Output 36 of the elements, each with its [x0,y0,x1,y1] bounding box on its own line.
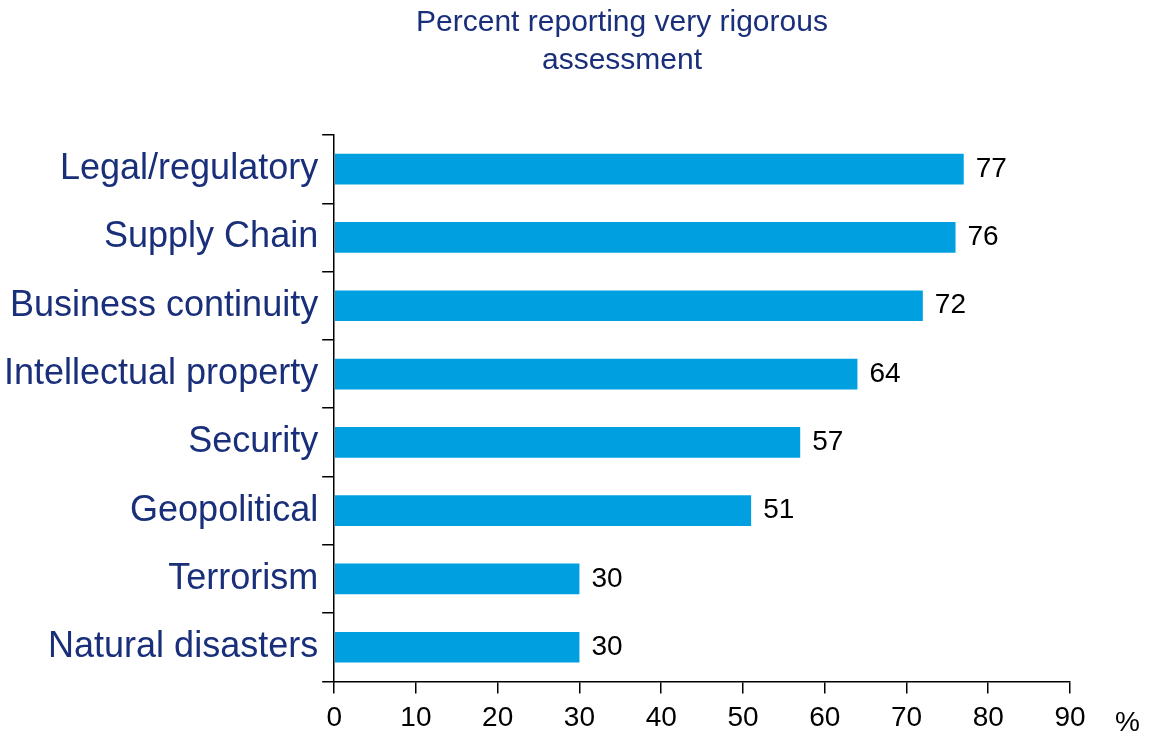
y-tick-label: Legal/regulatory [60,146,319,188]
y-tick-label: Natural disasters [48,624,319,666]
x-tick-label: 50 [727,700,759,732]
data-label: 77 [975,151,1007,183]
y-tick-label: Security [188,419,319,461]
x-tick-label: 40 [645,700,677,732]
x-tick-label: 0 [326,700,342,732]
data-label: 64 [869,356,901,388]
x-tick-label: 80 [972,700,1004,732]
x-tick-label: 70 [890,700,923,732]
data-label: 30 [591,561,623,593]
y-tick-label: Supply Chain [104,214,319,256]
data-label: 30 [591,629,623,661]
bar [334,153,964,185]
bar [334,358,858,390]
chart-title: Percent reporting very rigorous assessment [415,3,829,77]
bar [334,495,752,527]
bar [334,563,580,595]
y-tick-label: Intellectual property [3,350,319,392]
y-tick-label: Business continuity [10,282,319,324]
data-label: 57 [812,425,844,457]
x-tick-label: 90 [1054,700,1086,732]
y-tick-label: Terrorism [168,555,319,597]
x-tick-label: 60 [809,700,841,732]
bar [334,290,923,322]
x-tick-label: 20 [482,700,514,732]
data-label: 72 [934,288,966,320]
x-tick-label: 30 [563,700,596,732]
bar [334,426,801,458]
x-axis-title: % [1115,705,1140,737]
bar [334,631,580,663]
y-tick-label: Geopolitical [130,487,319,529]
bar [334,222,956,253]
x-tick-label: 10 [400,700,432,732]
data-label: 76 [967,220,999,252]
data-label: 51 [763,493,795,525]
